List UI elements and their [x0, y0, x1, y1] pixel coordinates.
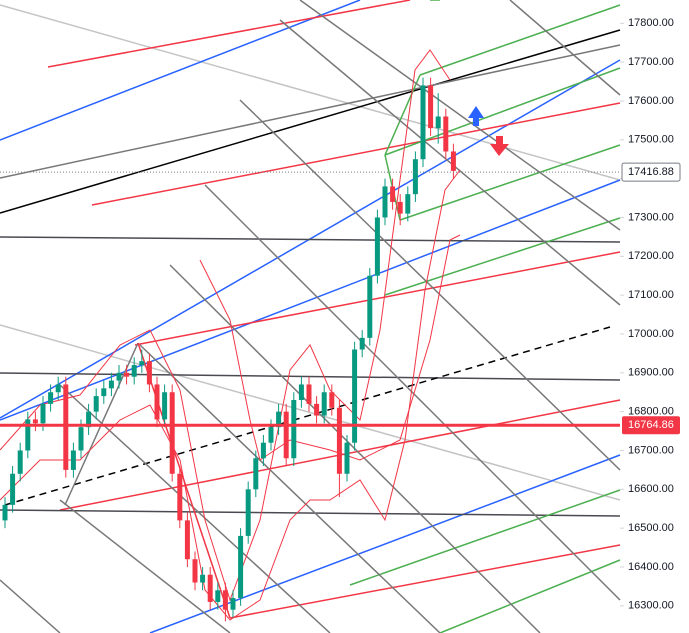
candle-body — [10, 473, 16, 505]
candle-body — [55, 384, 61, 393]
y-tick-label: 16900.00 — [628, 367, 674, 379]
y-tick-label: 17000.00 — [628, 328, 674, 340]
candle-body — [435, 116, 441, 129]
candle-body — [329, 392, 335, 408]
candle-body — [238, 535, 244, 599]
drawings — [0, 0, 621, 633]
level-price-box — [622, 416, 680, 435]
candle-body — [70, 450, 76, 470]
candle-body — [40, 403, 46, 424]
candle-body — [428, 85, 434, 129]
candle-body — [405, 194, 411, 214]
candle-body — [108, 380, 114, 389]
candle-body — [184, 520, 190, 560]
last-price-box — [621, 162, 681, 182]
candle-body — [291, 399, 297, 459]
y-tick-label: 17100.00 — [628, 289, 674, 301]
candle-body — [32, 419, 38, 424]
candle-body — [169, 392, 175, 474]
candle-body — [86, 411, 92, 428]
candle-body — [367, 275, 373, 338]
candle-body — [298, 384, 304, 400]
candle-body — [124, 372, 130, 377]
y-tick-label: 17600.00 — [628, 95, 674, 107]
y-tick-label: 16800.00 — [628, 406, 674, 418]
last-price-label: 17416.88 — [628, 166, 674, 178]
candle-body — [374, 217, 380, 276]
candle-body — [382, 186, 388, 218]
candle-body — [336, 407, 342, 474]
candle-body — [63, 384, 69, 470]
candle-body — [215, 590, 221, 602]
y-tick-label: 16700.00 — [628, 444, 674, 456]
y-tick-label: 16600.00 — [628, 483, 674, 495]
y-tick-label: 17200.00 — [628, 250, 674, 262]
candle-body — [260, 442, 266, 459]
price-axis: 16300.00 16400.00 16500.00 16600.00 16700.00… — [620, 17, 674, 612]
y-tick-label: 16400.00 — [628, 561, 674, 573]
candle-body — [116, 372, 122, 381]
candle-body — [321, 392, 327, 416]
candle-body — [131, 365, 137, 377]
candle-body — [306, 384, 312, 404]
candle-body — [412, 159, 418, 195]
candle-body — [253, 458, 259, 490]
candle-body — [222, 590, 228, 610]
y-tick-label: 16500.00 — [628, 522, 674, 534]
y-tick-label: 17700.00 — [628, 56, 674, 68]
candle-body — [283, 411, 289, 459]
candle-body — [200, 574, 206, 583]
candle-body — [17, 450, 23, 474]
candle-body — [154, 384, 160, 420]
candle-body — [245, 489, 251, 536]
candle-body — [450, 151, 456, 171]
candle-body — [192, 559, 198, 583]
candle-body — [139, 361, 145, 366]
candle-body — [420, 85, 426, 160]
level-price-label: 16764.86 — [628, 419, 674, 431]
candle-body — [352, 349, 358, 443]
candles: 17416.88 16764.86 — [0, 77, 681, 622]
candle-body — [390, 186, 396, 202]
y-tick-label: 17800.00 — [628, 17, 674, 29]
y-tick-label: 17500.00 — [628, 134, 674, 146]
candle-body — [177, 473, 183, 521]
candle-body — [359, 337, 365, 350]
candle-body — [443, 116, 449, 152]
candle-body — [397, 201, 403, 214]
y-tick-label: 16300.00 — [628, 600, 674, 612]
candle-body — [2, 504, 8, 521]
candle-body — [48, 392, 54, 404]
candle-body — [314, 403, 320, 416]
candle-body — [93, 396, 99, 412]
candle-body — [25, 419, 31, 451]
candle-body — [101, 388, 107, 397]
candle-body — [230, 598, 236, 610]
candle-body — [162, 392, 168, 420]
candle-body — [78, 427, 84, 451]
y-tick-label: 17300.00 — [628, 211, 674, 223]
candle-body — [268, 427, 274, 443]
candle-body — [207, 574, 213, 602]
candle-body — [146, 361, 152, 385]
candle-body — [276, 411, 282, 428]
candle-body — [344, 442, 350, 474]
